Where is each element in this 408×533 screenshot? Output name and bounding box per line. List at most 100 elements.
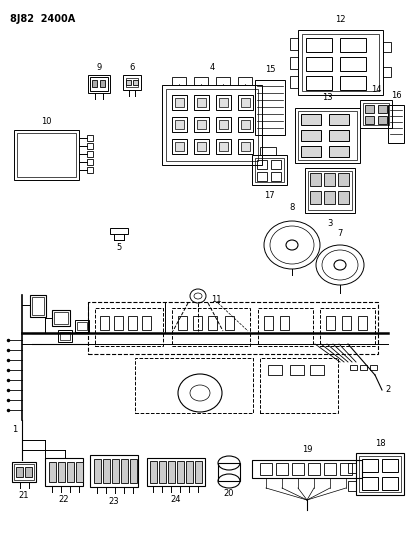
- Bar: [110, 228, 128, 234]
- Bar: [329, 114, 349, 125]
- Text: 3: 3: [327, 219, 333, 228]
- Bar: [292, 463, 304, 475]
- Bar: [175, 142, 184, 151]
- Text: 9: 9: [96, 62, 102, 71]
- Bar: [295, 108, 360, 163]
- Bar: [32, 297, 44, 315]
- Bar: [49, 462, 56, 482]
- Bar: [14, 130, 79, 180]
- Bar: [103, 459, 110, 483]
- Bar: [306, 76, 332, 90]
- Bar: [264, 316, 273, 330]
- Bar: [87, 167, 93, 173]
- Bar: [241, 120, 250, 129]
- Bar: [175, 98, 184, 107]
- Bar: [87, 135, 93, 141]
- Text: 10: 10: [41, 117, 51, 126]
- Bar: [238, 117, 253, 132]
- Bar: [329, 146, 349, 157]
- Bar: [301, 146, 321, 157]
- Bar: [147, 458, 205, 486]
- Bar: [194, 95, 209, 110]
- Bar: [216, 95, 231, 110]
- Text: 4: 4: [209, 62, 215, 71]
- Bar: [257, 172, 267, 181]
- Bar: [172, 139, 187, 154]
- Bar: [216, 139, 231, 154]
- Bar: [306, 57, 332, 71]
- Bar: [340, 463, 352, 475]
- Bar: [365, 105, 374, 113]
- Text: 18: 18: [375, 439, 385, 448]
- Bar: [172, 117, 187, 132]
- Bar: [60, 332, 70, 340]
- Bar: [172, 95, 187, 110]
- Text: 5: 5: [116, 244, 122, 253]
- Bar: [172, 308, 250, 346]
- Bar: [87, 159, 93, 165]
- Bar: [258, 308, 313, 346]
- Bar: [58, 330, 72, 342]
- Bar: [238, 77, 252, 85]
- Bar: [218, 463, 240, 481]
- Bar: [252, 460, 362, 478]
- Bar: [308, 463, 320, 475]
- Bar: [126, 78, 138, 87]
- Bar: [338, 191, 349, 204]
- Bar: [88, 75, 110, 93]
- Bar: [76, 462, 83, 482]
- Bar: [370, 365, 377, 370]
- Bar: [197, 120, 206, 129]
- Bar: [58, 462, 65, 482]
- Bar: [112, 459, 119, 483]
- Bar: [324, 173, 335, 186]
- Bar: [383, 67, 391, 77]
- Bar: [340, 38, 366, 52]
- Text: 11: 11: [211, 295, 221, 304]
- Bar: [16, 467, 23, 477]
- Bar: [356, 453, 404, 495]
- Bar: [342, 316, 351, 330]
- Bar: [238, 95, 253, 110]
- Text: 16: 16: [391, 91, 401, 100]
- Bar: [271, 160, 281, 169]
- Bar: [260, 463, 272, 475]
- Bar: [324, 191, 335, 204]
- Bar: [310, 173, 321, 186]
- Bar: [280, 316, 289, 330]
- Bar: [310, 191, 321, 204]
- Text: 19: 19: [302, 446, 312, 455]
- Bar: [87, 143, 93, 149]
- Bar: [276, 463, 288, 475]
- Bar: [326, 316, 335, 330]
- Bar: [90, 77, 108, 91]
- Bar: [252, 155, 287, 185]
- Bar: [340, 57, 366, 71]
- Bar: [166, 89, 258, 161]
- Bar: [54, 312, 68, 324]
- Bar: [150, 461, 157, 483]
- Bar: [90, 455, 138, 487]
- Bar: [75, 320, 89, 332]
- Bar: [133, 80, 138, 85]
- Text: 17: 17: [264, 190, 274, 199]
- Bar: [359, 456, 401, 492]
- Bar: [219, 98, 228, 107]
- Bar: [216, 117, 231, 132]
- Bar: [178, 316, 187, 330]
- Bar: [241, 98, 250, 107]
- Bar: [257, 160, 267, 169]
- Bar: [365, 116, 374, 124]
- Bar: [306, 38, 332, 52]
- Bar: [216, 77, 230, 85]
- Bar: [225, 316, 234, 330]
- Bar: [350, 365, 357, 370]
- Bar: [175, 120, 184, 129]
- Bar: [298, 30, 383, 95]
- Bar: [121, 459, 128, 483]
- Bar: [14, 464, 34, 480]
- Bar: [338, 173, 349, 186]
- Bar: [308, 171, 352, 210]
- Bar: [290, 57, 298, 69]
- Bar: [128, 316, 137, 330]
